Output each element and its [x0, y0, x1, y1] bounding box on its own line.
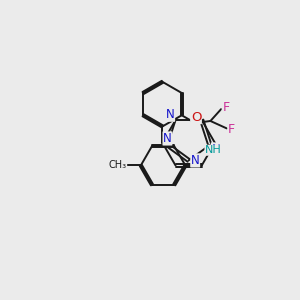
Text: N: N	[163, 132, 172, 145]
Text: F: F	[222, 101, 230, 114]
Text: N: N	[166, 108, 175, 121]
Text: CH₃: CH₃	[109, 160, 127, 170]
Text: N: N	[212, 143, 220, 156]
Text: N: N	[191, 154, 200, 167]
Text: NH: NH	[205, 145, 222, 155]
Text: F: F	[228, 123, 235, 136]
Text: O: O	[191, 111, 201, 124]
